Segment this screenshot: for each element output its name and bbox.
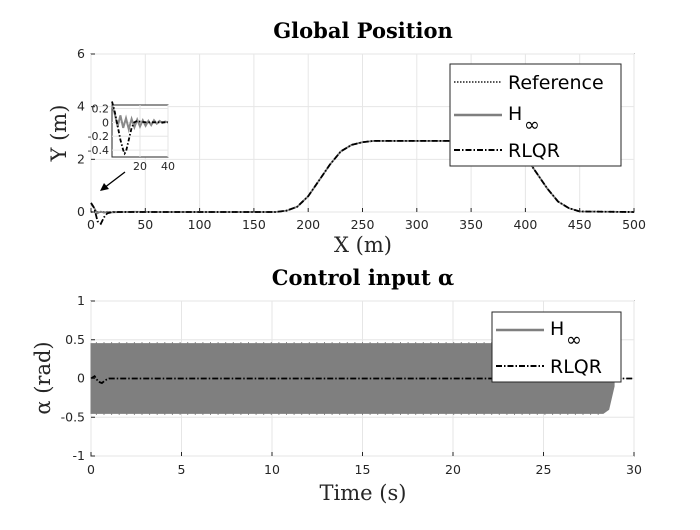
legend-top: Reference H ∞ RLQR — [449, 63, 622, 167]
y-axis-label-top: Y (m) — [47, 105, 71, 163]
legend-label-rlqr: RLQR — [508, 140, 560, 162]
y-tick-label: 2 — [77, 151, 85, 166]
y-tick-label: 0 — [77, 371, 85, 386]
arrow-head-icon — [100, 183, 109, 191]
y-tick-label: 0 — [77, 204, 85, 219]
x-tick-label: 50 — [137, 217, 153, 232]
legend-label-rlqr-bottom: RLQR — [550, 356, 602, 378]
y-tick-label: 1 — [77, 293, 85, 308]
y-tick-label: -1 — [73, 448, 85, 463]
x-tick-label: 400 — [513, 217, 537, 232]
x-tick-label: 30 — [626, 462, 642, 477]
x-tick-label: 0 — [87, 462, 95, 477]
inset-x-tick-label: 20 — [133, 160, 147, 173]
inset-ticks: 20 40 0.20-0.2-0.4 — [88, 102, 175, 173]
y-tick-label: 4 — [77, 99, 85, 114]
x-tick-label: 0 — [87, 217, 95, 232]
legend-bottom: H ∞ RLQR — [491, 311, 622, 383]
legend-label-hinf-subscript: ∞ — [524, 114, 540, 136]
y-tick-label: 6 — [77, 46, 85, 61]
chart-title-bottom: Control input α — [272, 265, 454, 290]
x-tick-label: 20 — [445, 462, 461, 477]
x-tick-label: 250 — [351, 217, 375, 232]
x-tick-label: 100 — [188, 217, 212, 232]
chart-title-top: Global Position — [273, 18, 452, 43]
legend-box-bottom — [491, 311, 622, 383]
legend-label-hinf-bottom-subscript: ∞ — [566, 329, 582, 351]
y-axis-label-bottom: α (rad) — [31, 341, 55, 414]
x-tick-label: 350 — [459, 217, 483, 232]
inset-x-tick-label: 40 — [161, 160, 175, 173]
inset-y-tick-label: 0.2 — [92, 102, 110, 115]
ticks-bottom: 0 5 10 15 20 25 30 1 0.5 0 -0.5 -1 — [61, 293, 642, 477]
x-tick-label: 300 — [405, 217, 429, 232]
y-tick-label: 0.5 — [65, 332, 85, 347]
x-tick-label: 150 — [242, 217, 266, 232]
x-tick-label: 450 — [568, 217, 592, 232]
inset-y-tick-label: -0.2 — [88, 130, 109, 143]
legend-label-hinf: H — [508, 103, 522, 125]
x-tick-label: 5 — [178, 462, 186, 477]
x-tick-label: 200 — [296, 217, 320, 232]
legend-label-reference: Reference — [508, 72, 604, 94]
x-tick-label: 25 — [536, 462, 552, 477]
x-tick-label: 15 — [355, 462, 371, 477]
inset-arrow — [103, 171, 126, 189]
x-tick-label: 10 — [264, 462, 280, 477]
inset-y-tick-label: -0.4 — [88, 144, 109, 157]
inset-y-tick-label: 0 — [102, 116, 109, 129]
y-tick-label: -0.5 — [61, 409, 85, 424]
inset-series-rlqr — [111, 101, 168, 156]
inset-zoom: 20 40 0.20-0.2-0.4 — [88, 101, 175, 191]
inset-series — [111, 101, 169, 156]
x-tick-label: 500 — [622, 217, 646, 232]
series-line-rlqr — [90, 374, 634, 385]
x-axis-label-top: X (m) — [334, 233, 392, 257]
legend-label-hinf-bottom: H — [550, 318, 564, 340]
x-axis-label-bottom: Time (s) — [320, 481, 407, 505]
